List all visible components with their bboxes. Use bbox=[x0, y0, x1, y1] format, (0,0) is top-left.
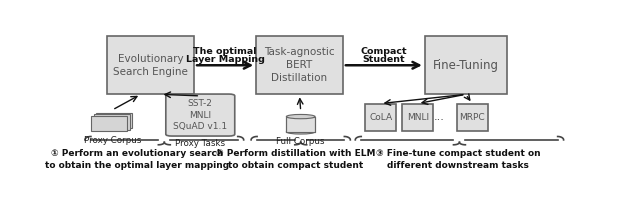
Text: Layer Mapping: Layer Mapping bbox=[186, 55, 264, 64]
Text: Task-agnostic
BERT
Distillation: Task-agnostic BERT Distillation bbox=[264, 47, 335, 83]
Text: ② Perform distillation with ELM
to obtain compact student: ② Perform distillation with ELM to obtai… bbox=[216, 149, 376, 170]
FancyBboxPatch shape bbox=[457, 103, 488, 131]
Ellipse shape bbox=[286, 130, 315, 134]
FancyBboxPatch shape bbox=[92, 116, 127, 131]
Text: ① Perform an evolutionary search
to obtain the optimal layer mapping: ① Perform an evolutionary search to obta… bbox=[45, 149, 229, 170]
Text: Student: Student bbox=[362, 55, 405, 64]
FancyBboxPatch shape bbox=[425, 36, 507, 94]
FancyBboxPatch shape bbox=[286, 117, 315, 132]
Text: MNLI: MNLI bbox=[406, 113, 429, 122]
Text: CoLA: CoLA bbox=[369, 113, 392, 122]
FancyBboxPatch shape bbox=[97, 113, 132, 128]
Text: MRPC: MRPC bbox=[460, 113, 485, 122]
Text: Proxy Tasks: Proxy Tasks bbox=[175, 139, 225, 148]
Text: ③ Fine-tune compact student on
different downstream tasks: ③ Fine-tune compact student on different… bbox=[376, 149, 540, 170]
Text: SST-2
MNLI
SQuAD v1.1: SST-2 MNLI SQuAD v1.1 bbox=[173, 99, 227, 131]
Text: Fine-Tuning: Fine-Tuning bbox=[433, 59, 499, 72]
Text: Evolutionary
Search Engine: Evolutionary Search Engine bbox=[113, 54, 188, 77]
FancyBboxPatch shape bbox=[94, 114, 129, 130]
Text: Compact: Compact bbox=[360, 47, 407, 56]
FancyBboxPatch shape bbox=[365, 103, 396, 131]
Text: Full Corpus: Full Corpus bbox=[276, 137, 325, 145]
FancyBboxPatch shape bbox=[108, 36, 194, 94]
FancyBboxPatch shape bbox=[403, 103, 433, 131]
Text: ...: ... bbox=[434, 112, 445, 122]
Text: The optimal: The optimal bbox=[193, 47, 257, 56]
FancyBboxPatch shape bbox=[166, 94, 235, 136]
FancyBboxPatch shape bbox=[256, 36, 343, 94]
Text: Proxy Corpus: Proxy Corpus bbox=[84, 136, 141, 145]
Ellipse shape bbox=[286, 114, 315, 119]
